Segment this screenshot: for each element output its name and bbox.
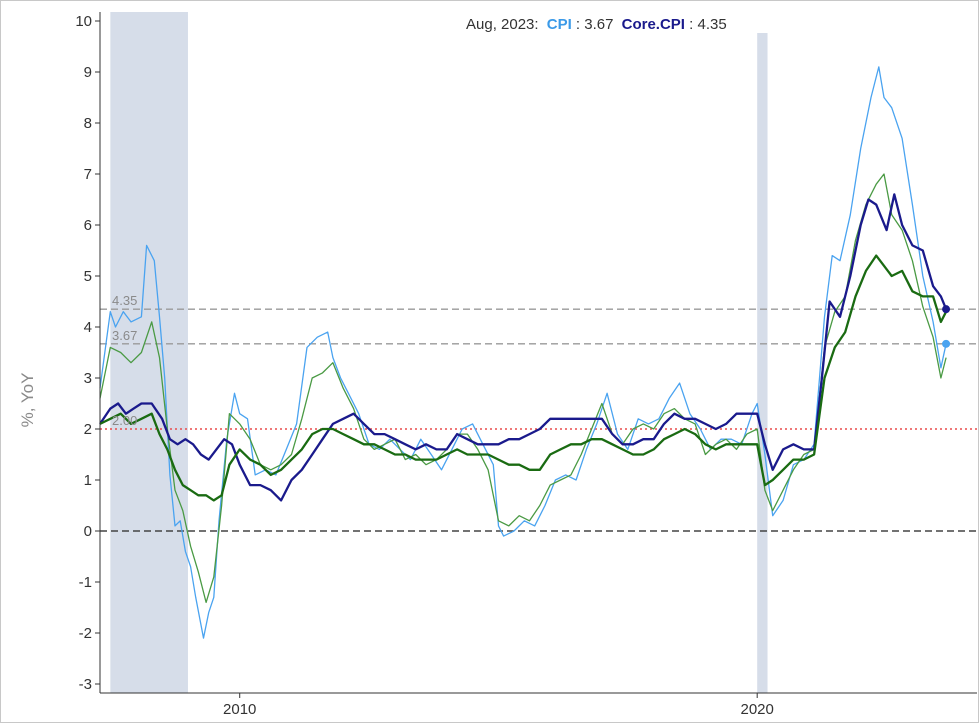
y-tick-label: -3: [79, 676, 92, 693]
y-tick-label: 5: [84, 268, 92, 285]
readout-date: Aug, 2023:: [466, 16, 539, 33]
hover-readout: Aug, 2023: CPI : 3.67 Core.CPI : 4.35: [466, 16, 727, 33]
series-line-0: [99, 66, 947, 639]
y-tick-label: 10: [75, 13, 92, 30]
series-line-1: [99, 173, 947, 604]
series-line-2: [99, 193, 948, 502]
readout-core-value: : 4.35: [689, 16, 727, 33]
y-tick-label: 2: [84, 421, 92, 438]
axes: [99, 12, 977, 694]
recession-bands: [110, 12, 768, 693]
y-tick-label: 9: [84, 64, 92, 81]
y-tick-label: 7: [84, 166, 92, 183]
series-lines: [99, 66, 948, 639]
y-tick-label: 8: [84, 115, 92, 132]
readout-cpi-value: : 3.67: [576, 16, 614, 33]
x-tick-label: 2010: [223, 701, 256, 718]
recession-band: [110, 12, 188, 693]
y-tick-label: 3: [84, 370, 92, 387]
y-tick-label: -1: [79, 574, 92, 591]
end-marker: [942, 305, 951, 314]
y-ticks: -3 -2 -1 0 1 2 3 4 5 6 7 8 9 10: [75, 13, 100, 693]
y-tick-label: 6: [84, 217, 92, 234]
y-tick-label: 0: [84, 523, 92, 540]
readout-core-label: Core.CPI: [622, 16, 685, 33]
end-markers: [942, 305, 951, 348]
reference-line-labels: 4.35 3.67 2.00: [112, 293, 137, 428]
y-tick-label: -2: [79, 625, 92, 642]
series-line-3: [99, 254, 948, 502]
x-ticks: 2010 2020: [223, 693, 774, 718]
y-tick-label: 1: [84, 472, 92, 489]
reference-lines: [100, 308, 977, 532]
reference-line-label: 4.35: [112, 293, 137, 308]
reference-line-label: 3.67: [112, 328, 137, 343]
readout-cpi-label: CPI: [547, 16, 572, 33]
recession-band: [757, 33, 768, 693]
y-axis-label: %, YoY: [18, 373, 37, 428]
reference-line-label: 2.00: [112, 413, 137, 428]
end-marker: [942, 339, 951, 348]
y-tick-label: 4: [84, 319, 92, 336]
x-tick-label: 2020: [740, 701, 773, 718]
